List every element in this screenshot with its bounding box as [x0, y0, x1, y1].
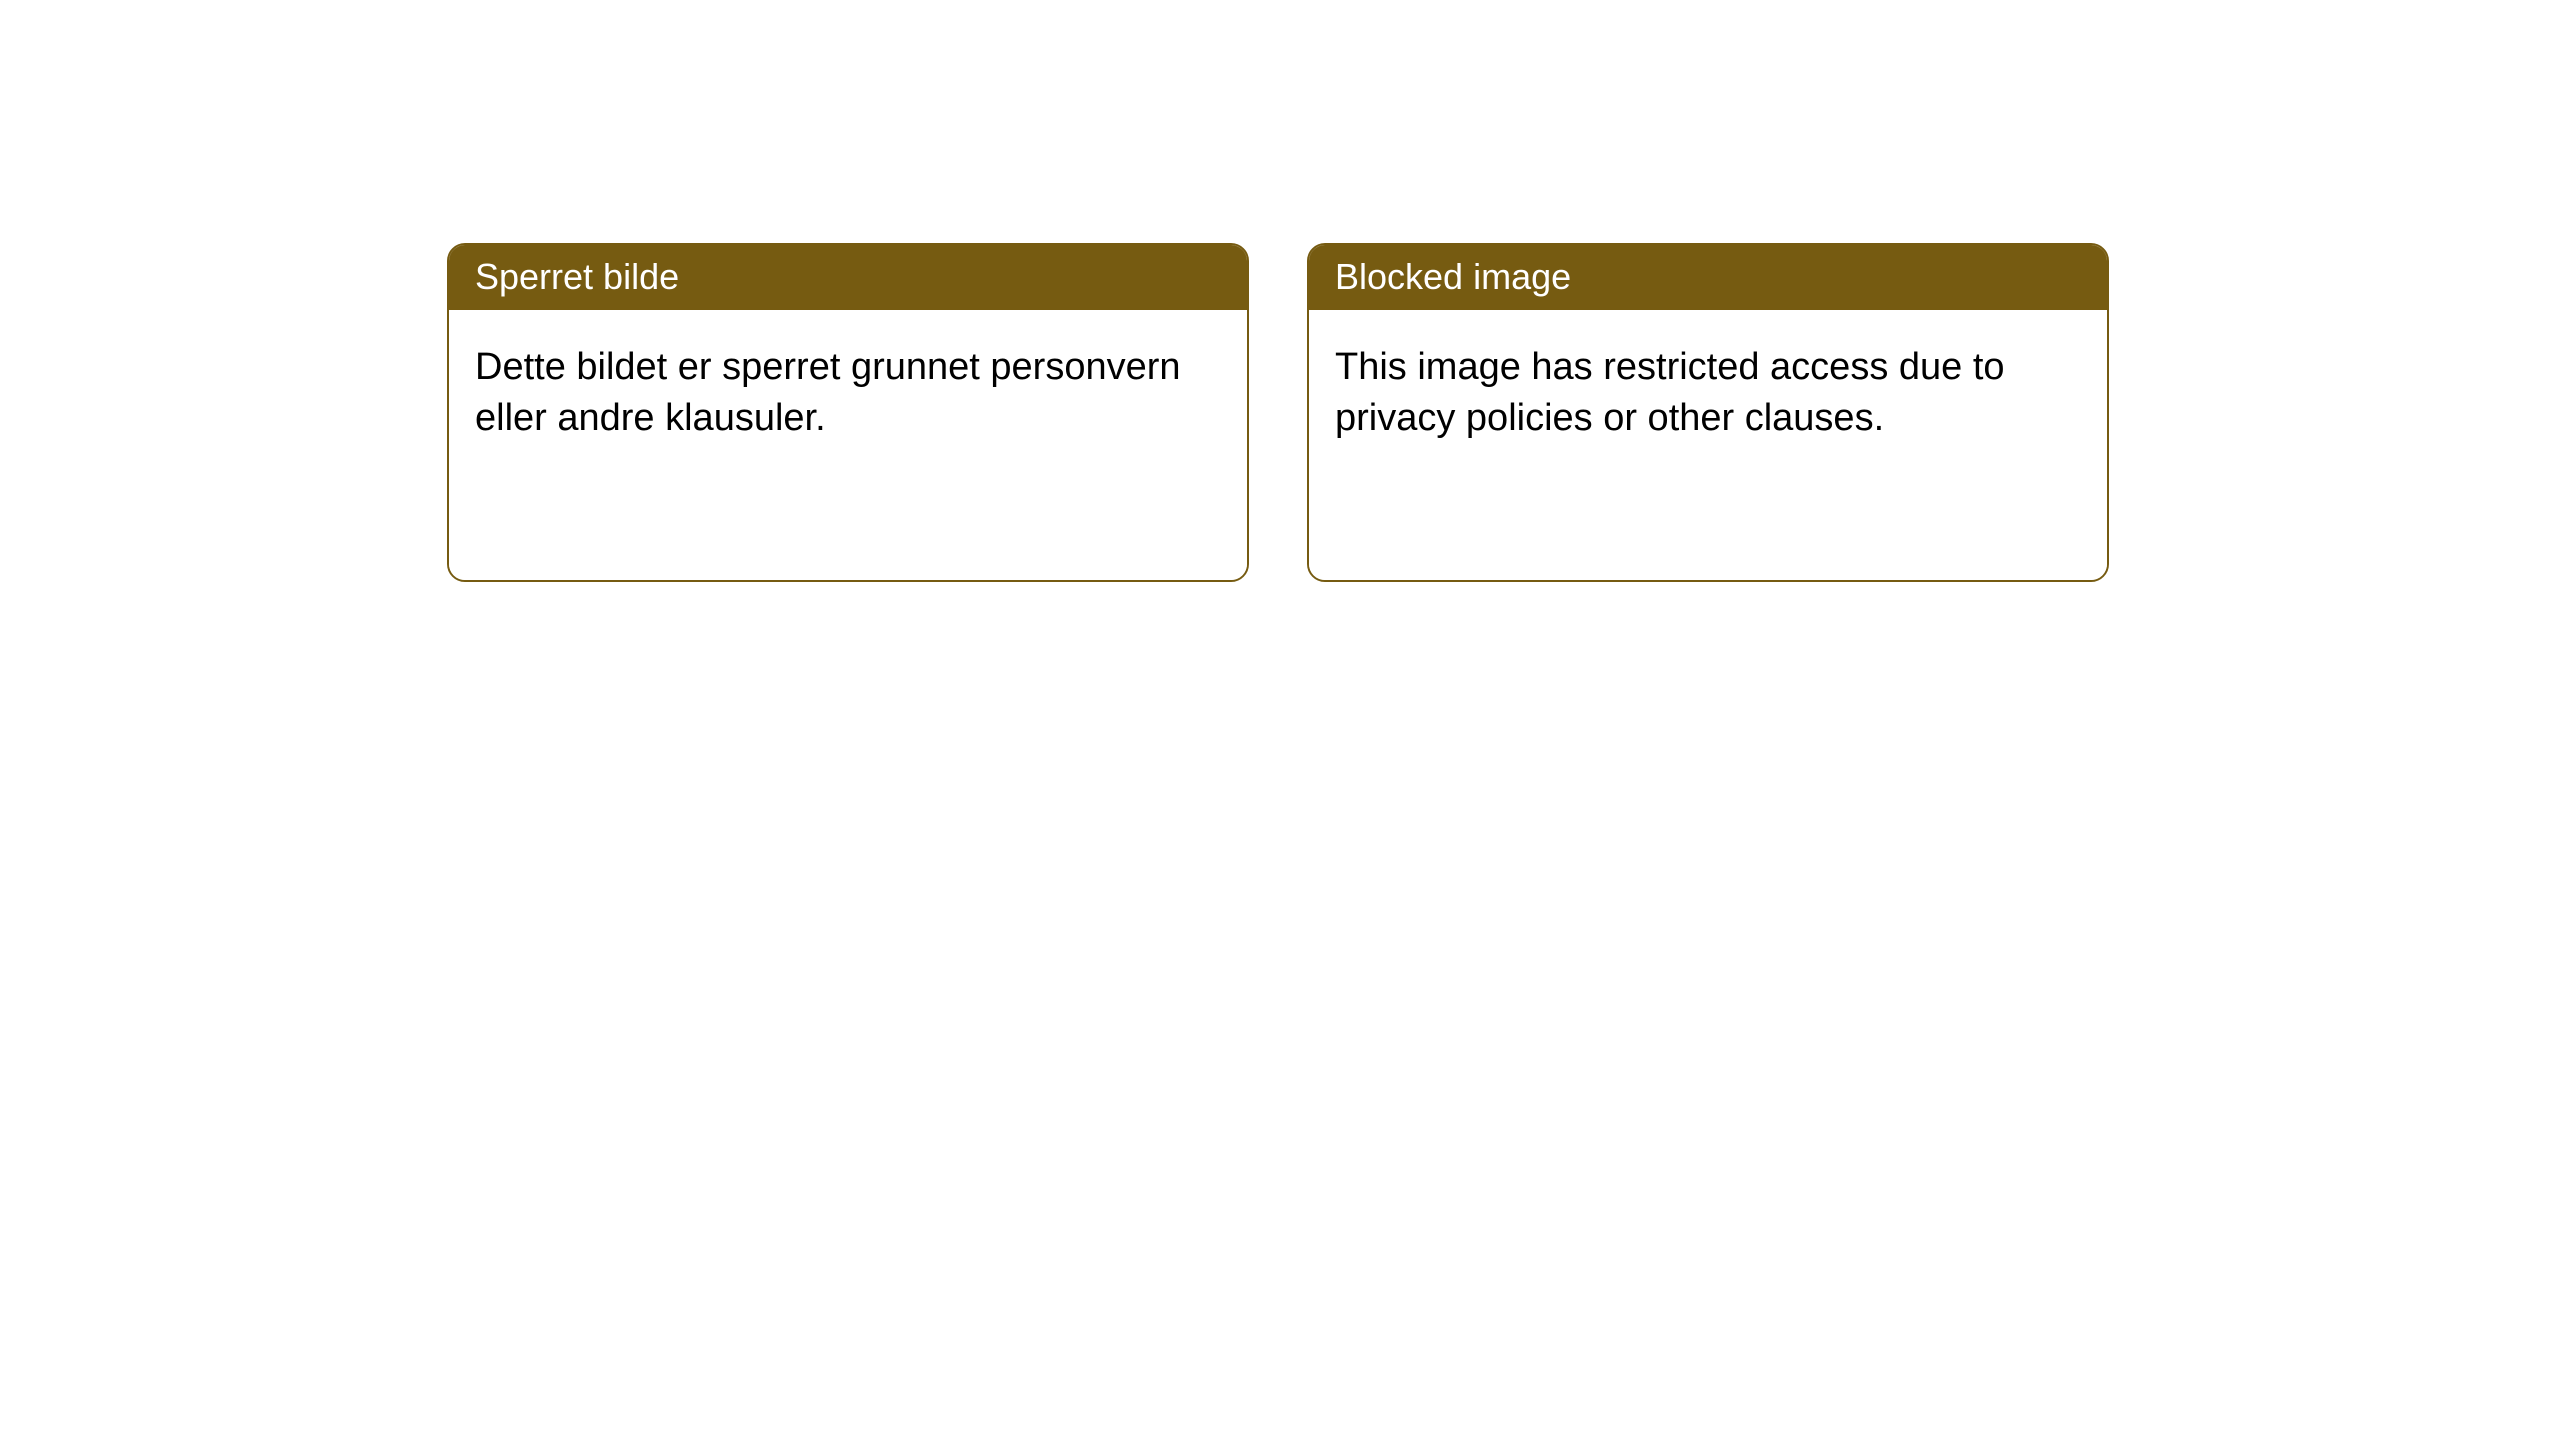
notice-card-title: Blocked image: [1309, 245, 2107, 310]
notice-cards-container: Sperret bilde Dette bildet er sperret gr…: [0, 0, 2560, 582]
notice-card-norwegian: Sperret bilde Dette bildet er sperret gr…: [447, 243, 1249, 582]
notice-card-body: Dette bildet er sperret grunnet personve…: [449, 310, 1247, 580]
notice-card-english: Blocked image This image has restricted …: [1307, 243, 2109, 582]
notice-card-body: This image has restricted access due to …: [1309, 310, 2107, 580]
notice-card-title: Sperret bilde: [449, 245, 1247, 310]
